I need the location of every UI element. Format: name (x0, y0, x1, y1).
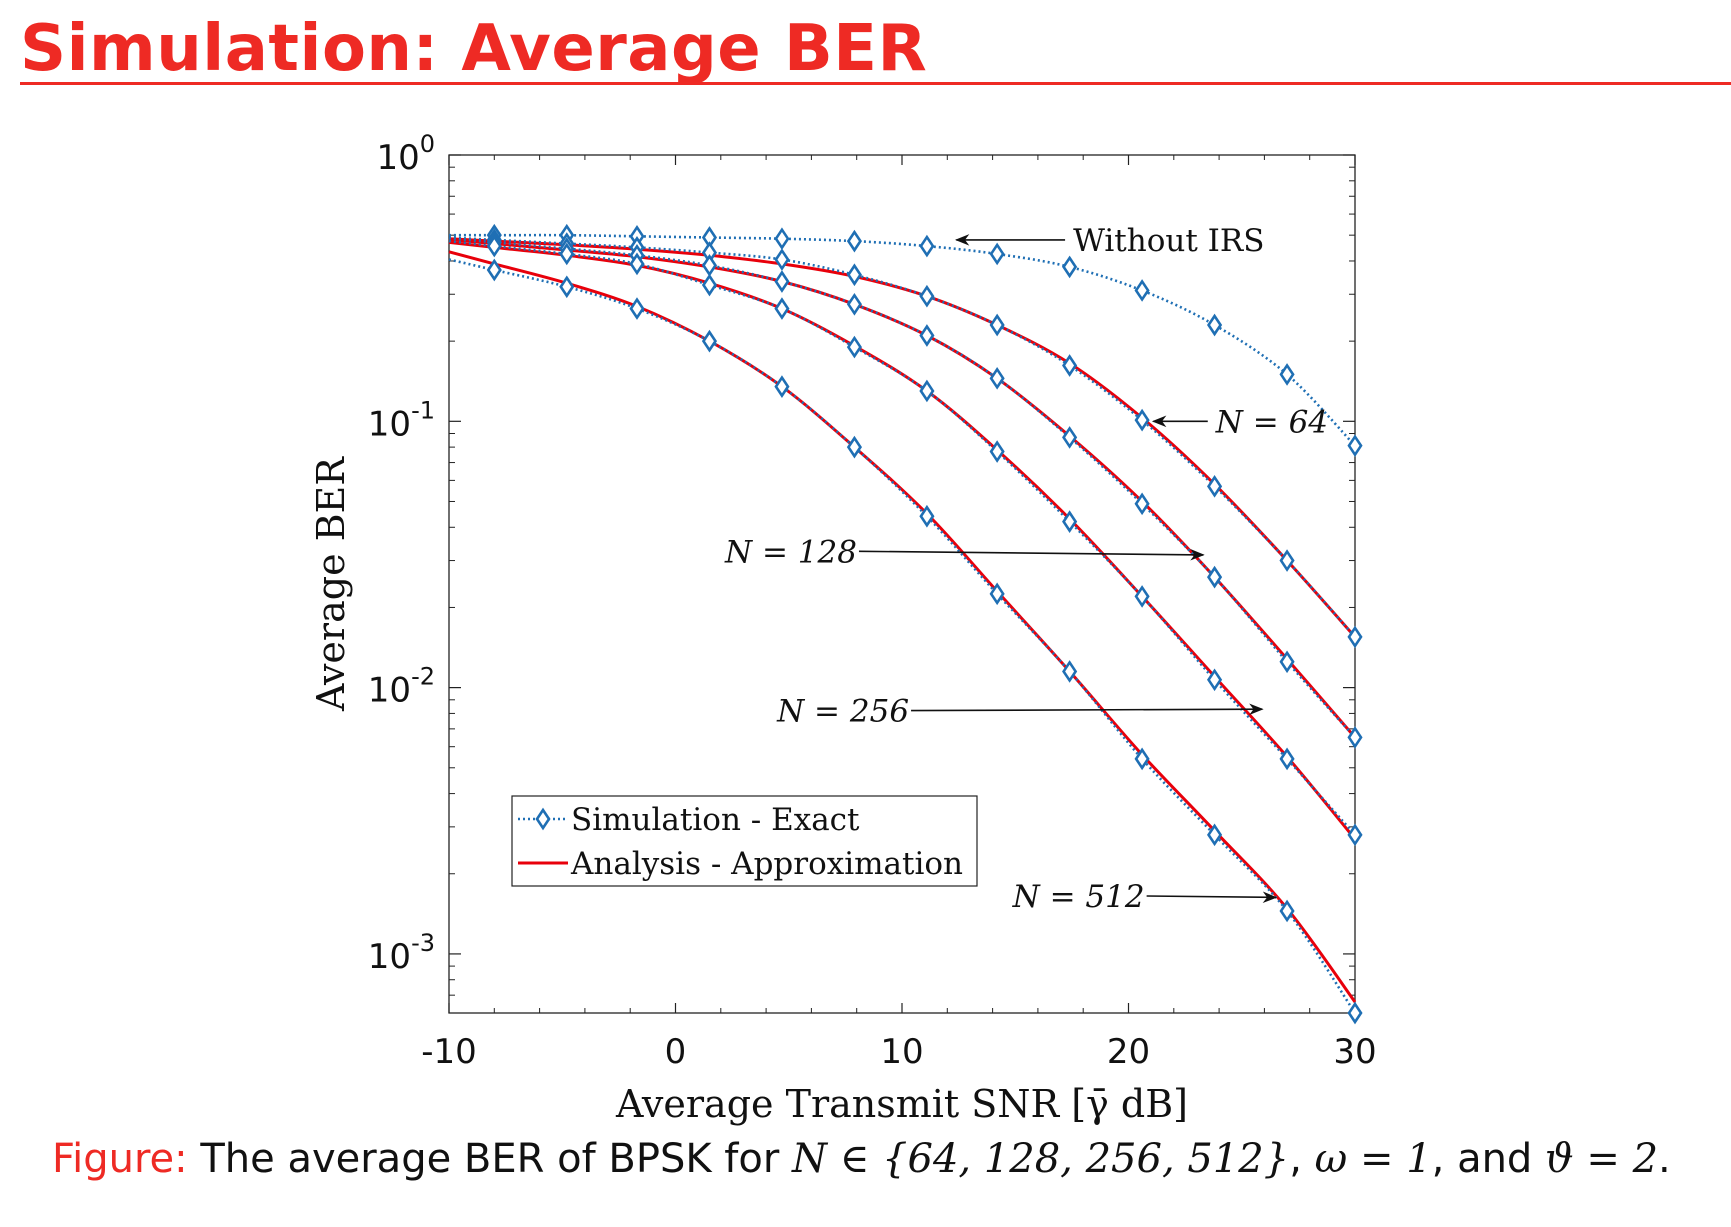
caption-and: , and (1431, 1136, 1533, 1182)
x-tick-label: 0 (665, 1032, 687, 1072)
caption-sep: , (1289, 1136, 1302, 1182)
x-tick-label: 20 (1107, 1032, 1150, 1072)
simulation-marker (846, 263, 862, 287)
simulation-marker (774, 248, 790, 271)
caption-text: The average BER of BPSK for (200, 1136, 780, 1182)
annotations: Without IRS N = 64 N = 128 N = 256 N = 512 (724, 223, 1328, 915)
simulation-marker (846, 435, 862, 459)
x-tick-label: -10 (421, 1032, 477, 1072)
simulation-marker (919, 379, 935, 403)
y-tick-label: 10-1 (368, 396, 435, 444)
plot-area (448, 223, 1363, 1025)
y-tick-label: 100 (376, 130, 435, 178)
axes: -10 0 10 20 30 100 10-1 10-2 10-3 Average Transmi… (309, 130, 1377, 1126)
caption-math-theta: ϑ = 2 (1545, 1136, 1659, 1182)
simulation-line (448, 236, 1356, 638)
x-axis-label: Average Transmit SNR [γ̄ dB] (615, 1082, 1188, 1126)
simulation-marker (774, 297, 790, 320)
y-axis-label: Average BER (309, 456, 353, 712)
figure-caption: Figure: The average BER of BPSK for N ∈ … (52, 1136, 1671, 1182)
annotation-label: N = 512 (1012, 879, 1145, 915)
simulation-marker (1279, 650, 1295, 674)
simulation-marker (629, 297, 645, 320)
simulation-marker (846, 229, 862, 253)
simulation-marker (701, 273, 718, 297)
simulation-marker (701, 254, 718, 277)
simulation-marker (989, 313, 1005, 337)
simulation-marker (1207, 474, 1223, 498)
simulation-marker (1347, 726, 1363, 749)
simulation-marker (629, 252, 645, 276)
annotation-arrow (1146, 891, 1278, 904)
simulation-marker (774, 227, 790, 251)
x-tick-label: 30 (1333, 1032, 1376, 1072)
simulation-marker (486, 258, 502, 282)
simulation-marker (846, 292, 862, 316)
simulation-marker (1207, 313, 1223, 337)
y-tick-label: 10-3 (368, 929, 435, 977)
simulation-marker (1134, 408, 1150, 432)
simulation-marker (1347, 625, 1363, 649)
legend-label: Analysis - Approximation (570, 846, 963, 882)
simulation-marker (559, 242, 575, 266)
simulation-marker (1207, 823, 1223, 847)
simulation-marker (559, 275, 575, 299)
title-rule (20, 82, 1731, 85)
ber-chart: -10 0 10 20 30 100 10-1 10-2 10-3 Average Transmi… (309, 130, 1377, 1126)
x-tick-label: 10 (880, 1032, 923, 1072)
simulation-marker (1279, 363, 1295, 386)
simulation-marker (989, 366, 1005, 390)
analysis-line (448, 240, 1357, 840)
caption-label: Figure: (52, 1136, 188, 1182)
simulation-marker (846, 335, 862, 359)
simulation-marker (919, 324, 935, 347)
simulation-marker (1134, 279, 1150, 302)
simulation-marker (1279, 899, 1295, 923)
annotation-label: N = 64 (1215, 404, 1328, 440)
slide-title: Simulation: Average BER (20, 12, 928, 86)
simulation-line (448, 239, 1356, 836)
legend-swatch-marker (535, 807, 551, 831)
annotation-arrow (911, 703, 1264, 715)
simulation-marker (1347, 434, 1363, 458)
simulation-marker (919, 284, 935, 308)
simulation-marker (774, 270, 790, 293)
simulation-marker (1279, 747, 1295, 771)
caption-math-set: N ∈ {64, 128, 256, 512} (792, 1136, 1290, 1182)
simulation-marker (486, 234, 502, 258)
simulation-marker (1134, 747, 1150, 771)
analysis-line (448, 250, 1357, 1003)
simulation-marker (1062, 660, 1078, 683)
simulation-marker (1062, 255, 1078, 279)
legend: Simulation - Exact Analysis - Approximati… (511, 795, 978, 887)
simulation-marker (919, 504, 935, 528)
simulation-marker (774, 375, 790, 398)
simulation-marker (1134, 585, 1150, 608)
annotation-label: N = 256 (776, 694, 909, 730)
simulation-marker (701, 329, 718, 353)
simulation-marker (1279, 549, 1295, 572)
caption-end: . (1658, 1136, 1671, 1182)
simulation-marker (1134, 492, 1150, 516)
annotation-label: Without IRS (1073, 223, 1264, 259)
simulation-marker (1207, 565, 1223, 589)
simulation-marker (1062, 426, 1078, 449)
simulation-marker (1207, 668, 1223, 692)
annotation-arrow (858, 549, 1205, 561)
annotation-label: N = 128 (724, 534, 857, 570)
y-tick-label: 10-2 (368, 663, 435, 711)
simulation-marker (989, 242, 1005, 266)
simulation-marker (1347, 1001, 1363, 1025)
simulation-marker (1347, 823, 1363, 847)
caption-math-omega: ω = 1 (1314, 1136, 1432, 1182)
simulation-marker (989, 440, 1005, 463)
legend-box (511, 795, 978, 887)
legend-label: Simulation - Exact (571, 802, 860, 838)
simulation-marker (1062, 510, 1078, 533)
simulation-marker (989, 582, 1005, 606)
simulation-marker (919, 234, 935, 258)
simulation-marker (1062, 354, 1078, 377)
